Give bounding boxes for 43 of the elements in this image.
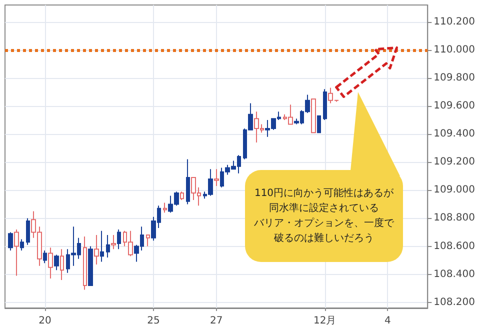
annotation: バリア・オプションを、一度で xyxy=(254,216,394,231)
candlestick xyxy=(14,228,19,276)
candlestick xyxy=(180,191,184,200)
candlestick xyxy=(146,234,150,247)
x-tick-label: 4 xyxy=(384,316,391,326)
candlestick xyxy=(60,248,64,280)
candlestick xyxy=(100,230,104,262)
candlestick xyxy=(54,254,59,271)
y-tick-label: 110.200 xyxy=(434,16,476,28)
candlestick xyxy=(106,234,110,258)
annotation: 同水準に設定されている xyxy=(269,202,379,216)
y-tick-label: 110.000 xyxy=(434,44,476,56)
y-tick-label: 108.200 xyxy=(434,296,476,308)
candlestick xyxy=(88,246,93,286)
candlestick xyxy=(43,250,47,264)
candlestick xyxy=(94,234,99,266)
candlestick xyxy=(311,98,316,134)
y-tick-label: 108.600 xyxy=(434,240,476,252)
candlestick xyxy=(317,115,321,134)
candlestick xyxy=(83,236,87,290)
x-tick-label: 25 xyxy=(147,316,160,326)
candlestick xyxy=(186,158,190,205)
x-tick-label: 27 xyxy=(210,316,223,326)
candlestick xyxy=(117,228,121,250)
y-tick-label: 109.400 xyxy=(434,128,476,140)
candlestick xyxy=(26,218,30,246)
annotation: 破るのは難しいだろう xyxy=(274,232,374,246)
candlestick xyxy=(323,88,327,121)
y-tick-label: 108.400 xyxy=(434,268,476,280)
y-tick-label: 109.200 xyxy=(434,156,476,168)
annotation: 110円に向かう可能性はあるが xyxy=(254,186,394,201)
candlestick xyxy=(8,232,13,251)
candlestick xyxy=(48,247,53,280)
x-tick-label: 12月 xyxy=(313,316,336,326)
y-tick-label: 109.600 xyxy=(434,100,476,112)
candlestick xyxy=(163,202,167,214)
candlestick xyxy=(214,168,219,186)
y-tick-label: 109.000 xyxy=(434,184,476,196)
candlestick xyxy=(111,234,116,250)
y-tick-label: 109.800 xyxy=(434,72,476,84)
y-tick-label: 108.800 xyxy=(434,212,476,224)
x-tick-label: 20 xyxy=(38,316,52,326)
candlestick xyxy=(20,238,24,251)
